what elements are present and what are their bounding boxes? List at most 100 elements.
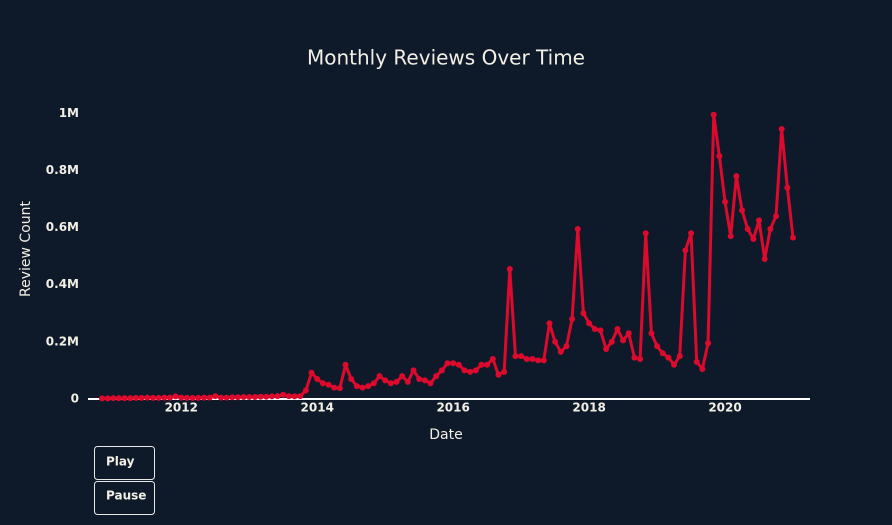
button-frame[interactable] [94,481,155,515]
data-point [688,230,695,237]
data-point [325,381,332,388]
data-point [149,394,156,401]
pause-button[interactable]: Pause [94,481,155,515]
play-button[interactable]: Play [94,446,155,480]
data-point [705,340,712,347]
data-point [546,320,553,327]
y-axis-title: Review Count [18,201,34,297]
data-point [778,126,785,132]
data-point [478,361,485,368]
data-point [591,326,598,332]
data-point [761,256,768,262]
data-point [512,353,519,360]
data-point [484,361,491,368]
data-point [654,343,661,350]
data-point [733,173,740,180]
data-point [285,393,292,400]
data-point [506,266,513,272]
data-point [529,356,536,362]
data-point [331,384,338,391]
data-point [665,354,672,361]
data-point [246,394,253,400]
data-point [433,373,440,380]
data-point [637,356,644,362]
data-point [716,153,723,160]
data-point [767,226,774,232]
data-point [342,361,349,368]
data-point [365,383,372,390]
data-point [166,394,173,401]
data-point [574,226,581,232]
data-point [659,350,666,357]
data-point [444,360,451,367]
data-point [489,356,496,362]
data-point [597,327,604,334]
button-label[interactable]: Pause [106,489,146,503]
data-point [376,373,383,380]
data-point [393,378,400,385]
data-point [144,394,151,401]
data-point [189,394,196,401]
data-point [569,316,576,322]
button-frame[interactable] [94,446,155,480]
data-point [535,357,542,364]
data-point [421,377,428,384]
data-point [750,236,757,242]
data-point [682,247,689,254]
data-point [693,358,700,365]
data-point [727,233,734,240]
data-point [308,369,315,376]
data-point [676,353,683,360]
data-point [784,184,791,191]
data-point [387,380,394,387]
data-point [427,380,434,387]
data-point [648,330,655,337]
data-point [461,367,468,374]
data-point [790,234,797,241]
data-point [138,394,145,401]
data-point [540,357,547,364]
data-point [620,337,627,344]
button-label[interactable]: Play [106,455,135,469]
data-point [348,376,355,382]
data-point [614,326,621,332]
data-point [642,230,649,237]
data-point [98,395,105,402]
data-point [603,346,610,352]
x-tick-label: 2014 [301,401,334,415]
data-point [217,394,224,401]
data-point [756,217,763,224]
data-point [438,367,445,374]
data-point [104,395,111,402]
data-point [110,395,117,402]
data-point [773,213,780,220]
data-point [404,378,411,385]
data-point [200,394,207,401]
data-point [223,394,230,401]
data-point [319,380,326,387]
data-point [608,338,615,345]
y-tick-label: 0.4M [46,277,79,291]
y-tick-label: 0.2M [46,334,79,348]
data-point [121,395,128,402]
data-point [115,395,122,402]
x-tick-label: 2012 [165,401,198,415]
data-point [353,383,360,390]
data-point [586,320,593,327]
data-point [580,310,587,317]
data-point [557,348,564,355]
data-point [240,394,247,400]
data-point [268,393,275,400]
data-point [183,394,190,401]
data-point [631,354,638,361]
data-point [257,393,264,400]
data-point [382,377,389,384]
data-point [302,387,309,394]
x-tick-label: 2018 [572,401,605,415]
y-tick-label: 0 [71,392,79,406]
data-point [291,393,298,400]
data-point [495,371,502,378]
x-axis-title: Date [429,427,462,443]
